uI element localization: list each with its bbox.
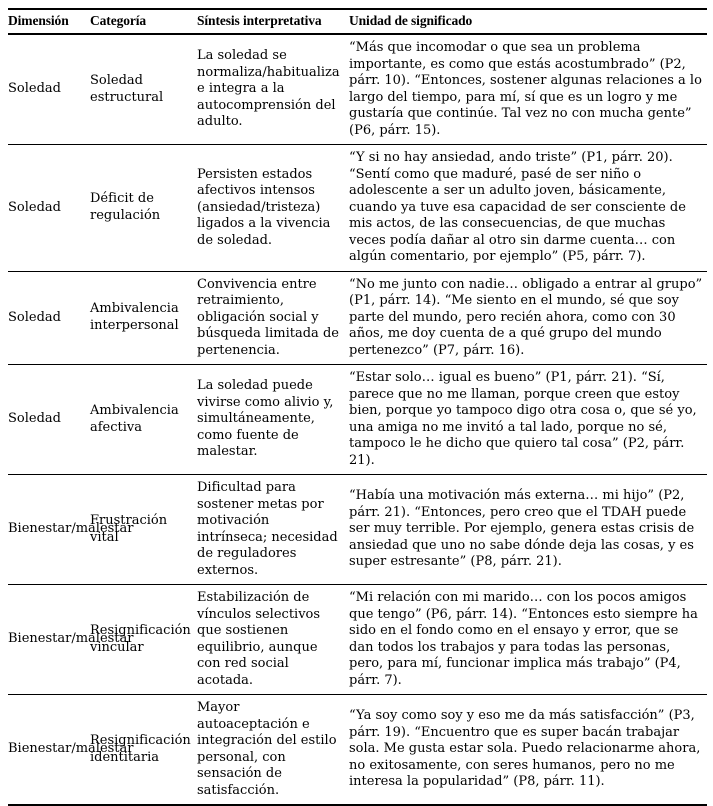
cell-categoria: Soledad estructural [90,73,164,105]
cell-dimension: Bienestar/malestar [8,741,134,757]
cell-sintesis: La soledad puede vivirse como alivio y, … [197,378,334,460]
cell-dimension: Soledad [8,411,61,427]
table-row: Bienestar/malestar Resignificación vincu… [8,584,707,695]
cell-sintesis: Estabilización de vínculos selectivos qu… [197,590,321,688]
cell-dimension: Soledad [8,309,61,325]
cell-unidad: “Estar solo… igual es bueno” (P1, párr. … [349,370,697,468]
table-row: Bienestar/malestar Resignificación ident… [8,694,707,806]
cell-unidad: “Ya soy como soy y eso me da más satisfa… [349,708,701,790]
cell-unidad: “Había una motivación más externa… mi hi… [349,488,695,570]
cell-sintesis: Persisten estados afectivos intensos (an… [197,166,331,248]
cell-categoria: Resignificación identitaria [90,733,191,765]
cell-categoria: Ambivalencia afectiva [90,403,179,435]
cell-sintesis: Dificultad para sostener metas por motiv… [197,480,338,578]
cell-sintesis: La soledad se normaliza/habitualiza e in… [197,48,340,130]
cell-categoria: Resignificación vincular [90,623,191,655]
cell-categoria: Ambivalencia interpersonal [90,301,179,333]
column-header-sintesis: Síntesis interpretativa [197,13,322,28]
table-header-row: Dimensión Categoría Síntesis interpretat… [8,9,707,34]
column-header-unidad: Unidad de significado [349,13,473,28]
cell-sintesis: Convivencia entre retraimiento, obligaci… [197,276,339,358]
column-header-dimension: Dimensión [8,13,69,28]
table-row: Soledad Ambivalencia afectiva La soledad… [8,364,707,475]
cell-dimension: Soledad [8,199,61,215]
table-row: Bienestar/malestar Frustración vital Dif… [8,474,707,585]
cell-dimension: Bienestar/malestar [8,521,134,537]
cell-categoria: Déficit de regulación [90,191,161,223]
qualitative-results-table: Dimensión Categoría Síntesis interpretat… [8,8,707,806]
cell-categoria: Frustración vital [90,513,168,545]
cell-unidad: “Mi relación con mi marido… con los poco… [349,590,698,688]
table-row: Soledad Soledad estructural La soledad s… [8,34,707,145]
table-row: Soledad Ambivalencia interpersonal Convi… [8,271,707,365]
cell-unidad: “Y si no hay ansiedad, ando triste” (P1,… [349,150,686,264]
cell-unidad: “No me junto con nadie… obligado a entra… [349,276,703,358]
cell-dimension: Bienestar/malestar [8,631,134,647]
table-row: Soledad Déficit de regulación Persisten … [8,144,707,272]
cell-dimension: Soledad [8,81,61,97]
cell-unidad: “Más que incomodar o que sea un problema… [349,40,702,138]
column-header-categoria: Categoría [90,13,147,28]
cell-sintesis: Mayor autoaceptación e integración del e… [197,700,337,798]
